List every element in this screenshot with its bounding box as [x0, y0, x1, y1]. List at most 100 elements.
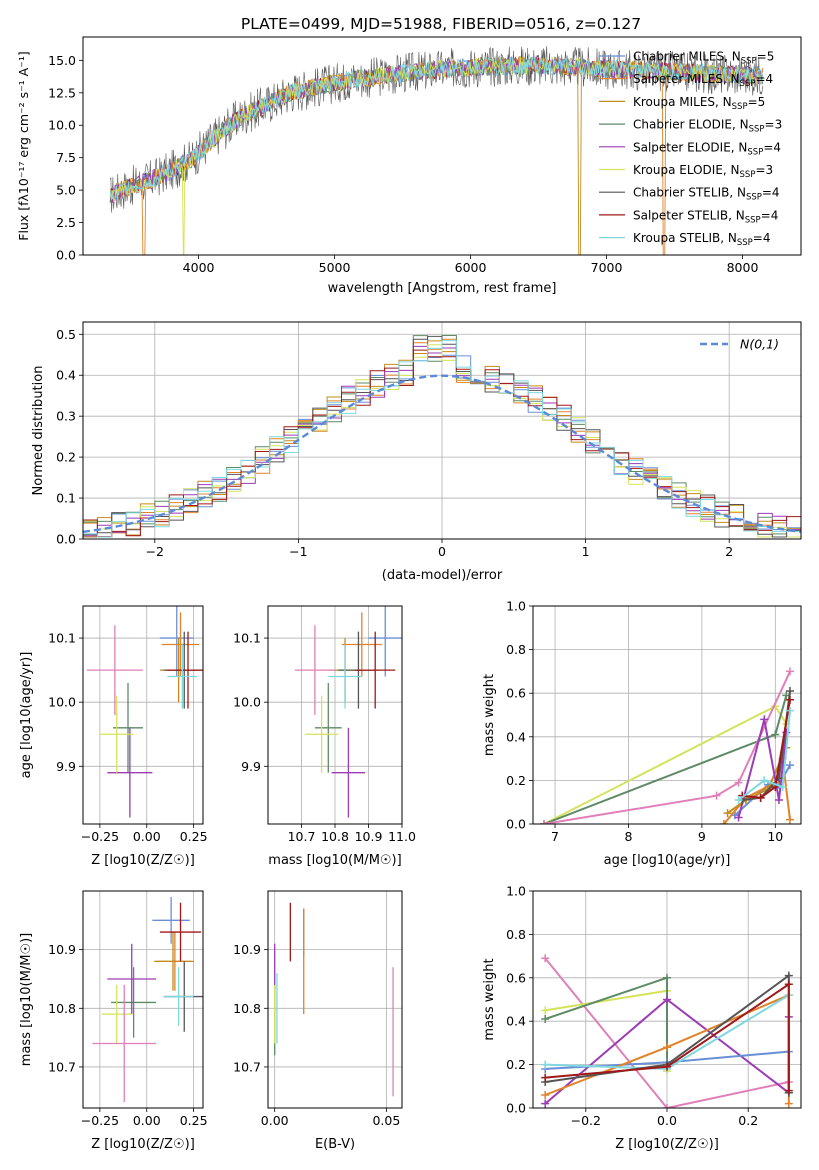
weight-marker: [541, 1090, 550, 1099]
weight-marker: [778, 782, 787, 791]
mass-vs-Z-ylabel: mass [log10(M/M☉)]: [19, 933, 34, 1066]
weight-vs-age-frame: [532, 605, 802, 825]
y-tick-label: 0.0: [506, 1101, 526, 1116]
age-vs-mass-frame: [267, 605, 403, 825]
y-tick-label: 7.5: [56, 150, 76, 165]
y-tick-label: 0.4: [506, 729, 526, 744]
x-tick-label: 7000: [591, 260, 623, 275]
y-tick-label: 0.8: [506, 642, 526, 657]
weight-vs-age-ylabel: mass weight: [482, 674, 497, 756]
legend-entry: Kroupa STELIB, NSSP=4: [633, 231, 771, 248]
weight-marker: [734, 796, 743, 805]
residuals-xlabel: (data-model)/error: [382, 568, 503, 583]
y-tick-label: 0.2: [56, 450, 76, 465]
weight-marker: [784, 971, 793, 980]
weight-marker: [541, 1006, 550, 1015]
weight-marker: [723, 809, 732, 818]
y-tick-label: 0.6: [506, 970, 526, 985]
y-tick-label: 1.0: [506, 599, 526, 614]
legend-entry: Chabrier STELIB, NSSP=4: [633, 186, 780, 203]
y-tick-label: 15.0: [48, 53, 76, 68]
weight-marker: [663, 973, 671, 982]
legend-entry: Salpeter MILES, NSSP=4: [633, 72, 773, 89]
weight-marker: [541, 1015, 550, 1024]
x-tick-label: −1: [289, 544, 307, 559]
y-tick-label: 10.9: [48, 942, 76, 957]
weight-marker: [760, 715, 769, 724]
y-tick-label: 10.7: [48, 1059, 76, 1074]
weight-marker: [760, 776, 769, 785]
weight-marker: [785, 815, 794, 824]
y-tick-label: 0.2: [506, 773, 526, 788]
y-tick-label: 0.6: [506, 686, 526, 701]
y-tick-label: 0.5: [56, 327, 76, 342]
legend-entry: Salpeter ELODIE, NSSP=4: [633, 140, 781, 157]
weight-marker: [756, 793, 765, 802]
x-tick-label: 7: [551, 829, 559, 844]
y-tick-label: 12.5: [48, 85, 76, 100]
x-tick-label: 9: [698, 829, 706, 844]
weight-marker: [541, 1060, 550, 1069]
weight-marker: [774, 796, 783, 805]
y-tick-label: 0.4: [56, 368, 76, 383]
weight-vs-Z-lines: [541, 954, 793, 1108]
x-tick-label: 0.2: [738, 1113, 758, 1128]
mass-vs-ebv-frame: [267, 890, 403, 1109]
weight-marker: [784, 1086, 793, 1095]
weight-vs-age-lines: [540, 667, 794, 824]
spectrum-ylabel: Flux [fλ10⁻¹⁷ erg cm⁻² s⁻¹ A⁻¹]: [16, 51, 31, 240]
weight-line: [742, 699, 791, 799]
weight-marker: [785, 706, 794, 715]
mass-vs-Z-frame: [82, 890, 204, 1109]
legend-normal: N(0,1): [740, 337, 779, 352]
mass-vs-ebv-xlabel: E(B-V): [315, 1137, 355, 1152]
histogram-salpeter-stelib: [83, 349, 801, 538]
weight-marker: [663, 1062, 671, 1071]
y-tick-label: 0.0: [506, 817, 526, 832]
spectrum-traces: [109, 46, 764, 255]
normal-curve: [83, 374, 801, 533]
x-tick-label: 2: [725, 544, 733, 559]
weight-marker: [541, 1073, 550, 1082]
mass-vs-Z-points: [92, 896, 203, 1103]
figure-title: PLATE=0499, MJD=51988, FIBERID=0516, z=0…: [241, 15, 641, 33]
age-vs-Z-xlabel: Z [log10(Z/Z☉)]: [91, 853, 195, 868]
y-tick-label: 10.7: [233, 1059, 261, 1074]
y-tick-label: 10.0: [48, 118, 76, 133]
weight-marker: [663, 1043, 671, 1052]
x-tick-label: 0.00: [261, 1113, 289, 1128]
y-tick-label: 0.3: [56, 409, 76, 424]
legend-entry: Chabrier MILES, NSSP=5: [633, 50, 774, 67]
y-tick-label: 10.0: [233, 695, 261, 710]
y-tick-label: 0.0: [56, 532, 76, 547]
spectrum-series-kroupa-elodie: [109, 55, 763, 255]
x-tick-label: 5000: [319, 260, 351, 275]
weight-marker: [540, 820, 549, 824]
y-tick-label: 2.5: [56, 215, 76, 230]
histogram-kroupa-stelib: [83, 340, 801, 538]
x-tick-label: 10: [767, 829, 783, 844]
spectrum-legend: Chabrier MILES, NSSP=5 Salpeter MILES, NS…: [599, 50, 782, 248]
x-tick-label: −2: [146, 544, 164, 559]
weight-marker: [785, 667, 794, 676]
weight-marker: [785, 695, 794, 704]
weight-marker: [541, 1099, 550, 1108]
weight-line: [545, 982, 790, 1091]
weight-line: [737, 710, 791, 801]
weight-marker: [541, 954, 550, 963]
mass-vs-Z-axes: −0.25 0.00 0.25 10.7 10.8 10.9: [48, 891, 208, 1128]
y-tick-label: 0.0: [56, 248, 76, 263]
weight-marker: [784, 1099, 793, 1108]
y-tick-label: 5.0: [56, 183, 76, 198]
x-tick-label: 0.25: [180, 829, 208, 844]
spectrum-series-kroupa-stelib: [109, 56, 763, 200]
spectrum-axes: 4000 5000 6000 7000 8000 0.0 2.5 5.0 7.5 10.0 12.5…: [48, 53, 758, 275]
y-tick-label: 0.1: [56, 491, 76, 506]
spectrum-series-chabrier-stelib: [109, 46, 764, 213]
spectrum-frame: [82, 36, 802, 256]
weight-marker: [712, 791, 721, 800]
legend-entry: Chabrier ELODIE, NSSP=3: [633, 118, 782, 135]
weight-marker: [719, 820, 728, 824]
x-tick-label: 10.8: [321, 829, 349, 844]
legend-entry: Kroupa MILES, NSSP=5: [633, 95, 765, 112]
